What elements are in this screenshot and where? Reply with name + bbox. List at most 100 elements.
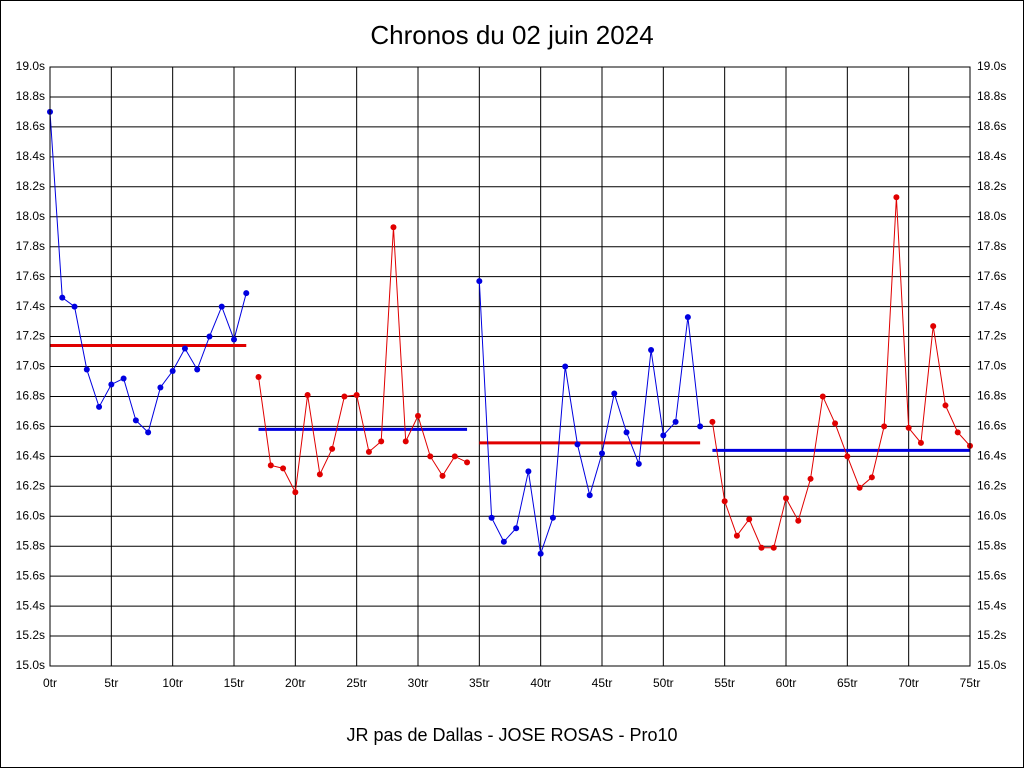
y2-tick-label: 16.2s <box>977 478 1006 492</box>
y-tick-label: 16.6s <box>16 419 45 433</box>
point <box>672 418 679 425</box>
x-tick-label: 40tr <box>530 676 551 690</box>
point <box>905 424 912 431</box>
point <box>537 550 544 557</box>
point <box>439 472 446 479</box>
x-tick-label: 50tr <box>653 676 674 690</box>
point <box>341 393 348 400</box>
point <box>464 459 471 466</box>
point <box>783 495 789 502</box>
point <box>770 544 777 551</box>
y-tick-label: 16.2s <box>16 478 45 492</box>
point <box>451 453 458 460</box>
x-tick-label: 70tr <box>898 676 919 690</box>
point <box>942 402 949 409</box>
point <box>549 514 556 521</box>
y2-tick-label: 15.0s <box>977 658 1006 672</box>
y-tick-label: 15.6s <box>16 568 45 582</box>
point <box>71 303 78 310</box>
point <box>599 450 605 457</box>
series-line <box>711 197 971 549</box>
point <box>476 278 483 285</box>
point <box>181 345 188 352</box>
y2-tick-label: 15.6s <box>977 568 1006 582</box>
chart-footer: JR pas de Dallas - JOSE ROSAS - Pro10 <box>346 725 677 745</box>
plot-border <box>49 66 971 667</box>
point <box>206 333 213 340</box>
y-tick-label: 17.0s <box>16 359 45 373</box>
y-tick-label: 17.8s <box>16 239 45 253</box>
point <box>157 384 164 391</box>
point <box>488 514 495 521</box>
y2-tick-label: 15.8s <box>977 538 1006 552</box>
chart-title: Chronos du 02 juin 2024 <box>370 20 653 50</box>
point <box>832 420 839 427</box>
x-tick-label: 75tr <box>960 676 981 690</box>
point <box>635 460 642 467</box>
y2-tick-label: 17.0s <box>977 359 1006 373</box>
y2-tick-label: 17.4s <box>977 299 1006 313</box>
y2-tick-label: 18.6s <box>977 119 1006 133</box>
point <box>365 448 372 455</box>
point <box>930 323 937 330</box>
y2-tick-label: 17.2s <box>977 329 1006 343</box>
point <box>856 484 863 491</box>
point <box>819 393 826 400</box>
point <box>733 532 740 539</box>
x-tick-label: 30tr <box>408 676 429 690</box>
point <box>218 303 225 310</box>
point <box>684 314 691 321</box>
point <box>390 224 397 231</box>
point <box>194 366 201 373</box>
point <box>525 468 532 475</box>
y-tick-label: 18.6s <box>16 119 45 133</box>
y-tick-label: 17.6s <box>16 269 45 283</box>
point <box>280 465 287 472</box>
y-tick-label: 15.4s <box>16 598 45 612</box>
point <box>611 390 618 397</box>
point <box>697 423 704 430</box>
x-tick-label: 10tr <box>162 676 183 690</box>
point <box>108 381 115 388</box>
x-tick-label: 20tr <box>285 676 306 690</box>
point <box>562 363 569 370</box>
series-line <box>258 227 468 494</box>
point <box>329 445 336 452</box>
point <box>721 498 728 505</box>
point <box>500 538 507 545</box>
point <box>169 367 176 374</box>
y-tick-label: 15.8s <box>16 538 45 552</box>
y-tick-label: 18.8s <box>16 89 45 103</box>
point <box>586 492 593 499</box>
point <box>868 474 875 481</box>
point <box>353 391 360 398</box>
y2-tick-label: 18.8s <box>977 89 1006 103</box>
point <box>709 418 716 425</box>
point <box>402 438 409 445</box>
point <box>132 417 139 424</box>
y-tick-label: 18.2s <box>16 179 45 193</box>
y2-tick-label: 17.6s <box>977 269 1006 283</box>
point <box>292 489 299 496</box>
point <box>427 453 434 460</box>
point <box>120 375 127 382</box>
point <box>231 336 237 343</box>
x-tick-label: 60tr <box>776 676 797 690</box>
y-tick-label: 15.0s <box>16 658 45 672</box>
point <box>954 429 961 436</box>
point <box>844 453 851 460</box>
y-tick-label: 16.0s <box>16 508 45 522</box>
point <box>83 366 90 373</box>
point <box>316 471 323 478</box>
x-tick-label: 25tr <box>346 676 367 690</box>
point <box>267 462 274 469</box>
point <box>59 294 66 301</box>
point <box>304 391 311 398</box>
point <box>660 432 667 439</box>
y-tick-label: 17.2s <box>16 329 45 343</box>
x-tick-label: 55tr <box>714 676 735 690</box>
point <box>746 516 753 523</box>
y-tick-label: 16.4s <box>16 449 45 463</box>
